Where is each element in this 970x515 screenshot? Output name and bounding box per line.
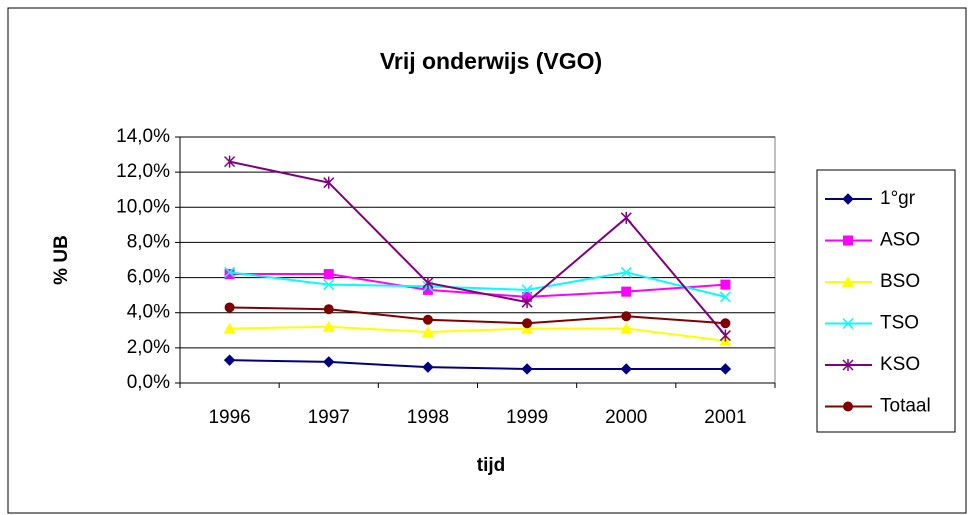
y-tick-label: 12,0% xyxy=(116,161,170,182)
marker xyxy=(842,276,854,287)
marker xyxy=(843,235,853,246)
x-axis-title: tijd xyxy=(477,455,506,476)
y-tick-label: 10,0% xyxy=(116,196,170,217)
legend-label: KSO xyxy=(880,354,920,375)
y-axis-title: % UB xyxy=(51,235,72,285)
legend xyxy=(816,169,956,433)
x-tick-label: 2001 xyxy=(704,407,746,428)
marker xyxy=(422,314,433,325)
series-line xyxy=(229,306,726,325)
marker xyxy=(422,361,434,373)
marker xyxy=(224,269,235,280)
marker xyxy=(323,279,335,291)
marker xyxy=(620,211,632,224)
legend-label: BSO xyxy=(880,271,920,292)
plot-area xyxy=(179,136,776,384)
marker xyxy=(323,176,335,189)
x-tick-label: 1996 xyxy=(208,407,250,428)
marker xyxy=(322,320,335,332)
marker xyxy=(620,322,633,334)
marker xyxy=(621,286,632,297)
y-tick-label: 0,0% xyxy=(127,372,170,393)
marker xyxy=(719,363,732,375)
legend-label: 1°gr xyxy=(880,188,916,209)
series-line xyxy=(229,271,726,298)
y-tick-label: 8,0% xyxy=(127,231,170,252)
x-tick-label: 1999 xyxy=(506,407,548,428)
marker xyxy=(842,359,854,371)
y-tick-label: 6,0% xyxy=(127,267,170,288)
marker xyxy=(224,155,236,168)
marker xyxy=(521,284,533,296)
marker xyxy=(224,302,235,313)
marker xyxy=(521,363,533,375)
marker xyxy=(621,311,632,322)
y-tick-label: 14,0% xyxy=(116,126,170,147)
legend-label: Totaal xyxy=(880,396,931,417)
legend-label: ASO xyxy=(880,230,920,251)
marker xyxy=(842,317,854,330)
series-line xyxy=(229,359,726,370)
marker xyxy=(323,304,334,315)
marker xyxy=(224,266,236,278)
marker xyxy=(620,363,632,375)
marker xyxy=(620,266,632,278)
marker xyxy=(421,326,434,338)
y-tick-label: 2,0% xyxy=(127,337,170,358)
marker xyxy=(720,279,731,290)
x-tick-label: 1998 xyxy=(407,407,449,428)
marker xyxy=(720,318,731,329)
marker xyxy=(521,296,533,309)
x-tick-label: 2000 xyxy=(605,407,647,428)
marker xyxy=(223,322,236,334)
marker xyxy=(422,284,433,295)
marker xyxy=(719,291,731,303)
marker xyxy=(522,318,533,329)
y-tick-label: 4,0% xyxy=(127,302,170,323)
marker xyxy=(843,401,853,412)
marker xyxy=(719,329,731,342)
marker xyxy=(842,193,854,205)
marker xyxy=(323,356,335,368)
marker xyxy=(422,276,434,289)
marker xyxy=(323,269,334,280)
series-line xyxy=(229,325,726,342)
x-tick-label: 1997 xyxy=(308,407,350,428)
legend-label: TSO xyxy=(880,313,919,334)
series-line xyxy=(229,160,727,337)
marker xyxy=(223,354,236,366)
chart-title: Vrij onderwijs (VGO) xyxy=(380,48,602,74)
